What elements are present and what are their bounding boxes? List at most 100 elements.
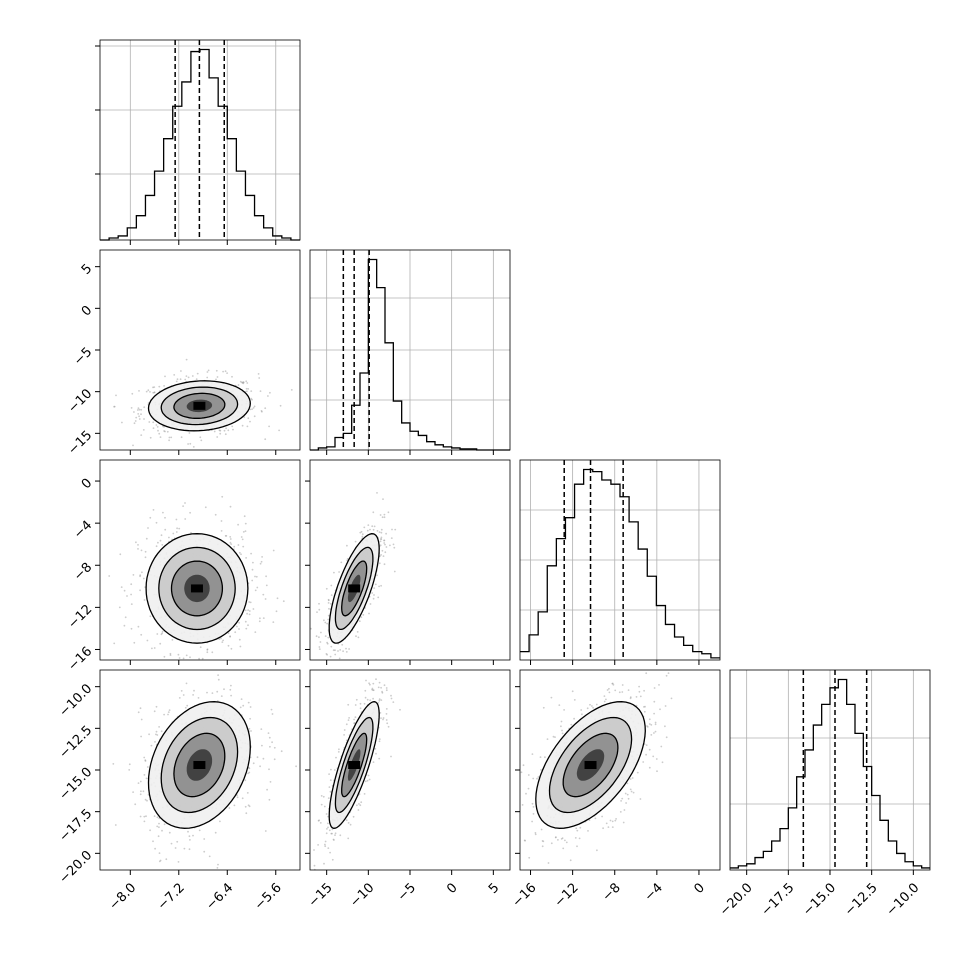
scatter-point bbox=[629, 788, 632, 791]
scatter-point bbox=[142, 790, 145, 793]
scatter-point bbox=[650, 724, 653, 726]
scatter-point bbox=[217, 674, 220, 676]
scatter-point bbox=[385, 532, 387, 535]
scatter-point bbox=[576, 829, 579, 832]
scatter-point bbox=[136, 409, 139, 411]
y-tick-label: −5 bbox=[71, 345, 95, 369]
scatter-point bbox=[578, 837, 581, 840]
scatter-point bbox=[248, 767, 250, 769]
scatter-point bbox=[606, 689, 609, 691]
density-contour bbox=[548, 716, 633, 814]
scatter-point bbox=[563, 709, 565, 711]
scatter-point bbox=[607, 826, 610, 828]
scatter-point bbox=[333, 769, 336, 771]
scatter-point bbox=[335, 756, 337, 759]
scatter-point bbox=[329, 851, 331, 854]
scatter-point bbox=[246, 612, 249, 615]
scatter-point bbox=[182, 694, 185, 696]
scatter-point bbox=[115, 394, 117, 397]
scatter-point bbox=[393, 546, 396, 549]
scatter-panel-2-0 bbox=[99, 459, 301, 661]
density-peak bbox=[584, 761, 597, 769]
scatter-point bbox=[258, 620, 261, 623]
scatter-point bbox=[130, 407, 133, 409]
x-tick-label: −16 bbox=[510, 880, 540, 910]
scatter-point bbox=[328, 607, 330, 610]
scatter-point bbox=[638, 685, 640, 688]
scatter-point bbox=[282, 600, 285, 603]
scatter-point bbox=[327, 614, 330, 617]
scatter-point bbox=[230, 543, 233, 545]
scatter-point bbox=[155, 521, 158, 524]
scatter-point bbox=[383, 563, 386, 566]
scatter-point bbox=[366, 779, 369, 782]
scatter-point bbox=[629, 778, 632, 780]
scatter-point bbox=[249, 420, 251, 423]
scatter-point bbox=[562, 847, 565, 850]
scatter-point bbox=[554, 736, 556, 738]
scatter-point bbox=[213, 430, 216, 433]
scatter-point bbox=[187, 376, 190, 379]
scatter-point bbox=[230, 684, 232, 687]
ticks bbox=[326, 660, 494, 665]
scatter-point bbox=[368, 612, 370, 615]
scatter-point bbox=[378, 562, 381, 565]
scatter-point bbox=[220, 530, 223, 532]
scatter-point bbox=[140, 549, 143, 552]
scatter-point bbox=[187, 830, 189, 833]
scatter-point bbox=[268, 425, 270, 428]
scatter-point bbox=[627, 797, 630, 800]
scatter-point bbox=[385, 689, 388, 692]
scatter-point bbox=[665, 674, 668, 677]
scatter-point bbox=[155, 733, 157, 736]
scatter-point bbox=[363, 526, 366, 529]
scatter-point bbox=[231, 425, 234, 428]
scatter-point bbox=[250, 552, 253, 555]
scatter-point bbox=[135, 416, 138, 419]
scatter-point bbox=[253, 415, 256, 418]
scatter-point bbox=[171, 639, 174, 641]
scatter-point bbox=[248, 601, 251, 603]
ticks bbox=[530, 660, 700, 665]
scatter-point bbox=[163, 823, 166, 826]
scatter-point bbox=[138, 408, 141, 411]
scatter-point bbox=[208, 855, 211, 858]
scatter-point bbox=[198, 657, 201, 660]
scatter-point bbox=[141, 571, 143, 574]
scatter-point bbox=[123, 589, 126, 592]
scatter-point bbox=[217, 678, 220, 681]
scatter-point bbox=[149, 829, 152, 832]
scatter-point bbox=[520, 771, 523, 774]
scatter-point bbox=[324, 843, 326, 846]
scatter-point bbox=[325, 832, 328, 835]
scatter-point bbox=[326, 622, 328, 625]
scatter-point bbox=[229, 541, 232, 544]
scatter-point bbox=[532, 806, 535, 808]
scatter-point bbox=[172, 532, 175, 535]
scatter-point bbox=[334, 834, 336, 836]
scatter-point bbox=[168, 831, 171, 834]
scatter-point bbox=[239, 380, 242, 383]
scatter-point bbox=[609, 819, 612, 822]
scatter-point bbox=[531, 753, 534, 755]
scatter-point bbox=[273, 758, 276, 761]
density-contour bbox=[328, 701, 380, 829]
scatter-point bbox=[541, 845, 544, 848]
scatter-point bbox=[364, 696, 367, 699]
scatter-point bbox=[354, 540, 357, 543]
scatter-point bbox=[339, 649, 342, 651]
scatter-point bbox=[131, 392, 134, 395]
scatter-point bbox=[318, 602, 320, 605]
scatter-point bbox=[223, 688, 225, 691]
scatter-point bbox=[569, 859, 572, 862]
density-contour bbox=[334, 716, 374, 814]
scatter-point bbox=[190, 531, 192, 534]
scatter-point bbox=[146, 799, 148, 802]
scatter-point bbox=[389, 544, 391, 547]
scatter-point bbox=[251, 579, 254, 582]
scatter-point bbox=[130, 583, 133, 586]
scatter-point bbox=[154, 847, 157, 850]
scatter-point bbox=[383, 513, 386, 516]
scatter-point bbox=[338, 571, 340, 573]
scatter-point bbox=[614, 819, 617, 822]
